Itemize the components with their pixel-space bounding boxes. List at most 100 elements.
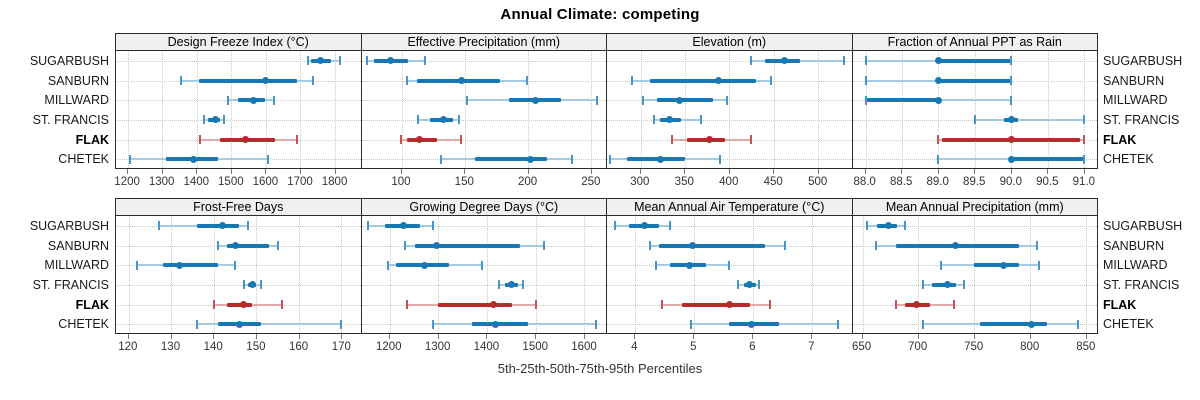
series-median-dot [489,301,497,308]
tick-label: 89.0 [926,176,949,188]
gridline-vertical [389,216,391,333]
tick-mark [255,334,257,339]
tick-label: 300 [630,176,650,188]
gridline-vertical [464,51,466,168]
series-whisker-cap [728,260,731,270]
series-whisker-cap [399,135,402,144]
series-median-dot [934,57,942,65]
series-iqr-line [627,157,685,162]
series-median-dot [492,320,500,328]
gridline-horizontal [361,119,606,121]
series-median-dot [415,136,423,143]
tick-mark [298,334,300,339]
series-whisker-cap [895,300,898,309]
series-whisker-cap [660,300,663,309]
tick-label: 250 [581,176,601,188]
tick-mark [973,334,975,339]
gridline-horizontal [116,119,361,121]
series-whisker-cap [784,241,787,250]
series-median-dot [706,136,714,143]
row-label-right-sanburn: SANBURN [1103,238,1165,253]
series-median-dot [999,261,1007,269]
series-median-dot [241,136,249,143]
series-whisker-cap [522,280,525,290]
series-whisker-cap [757,280,760,290]
tick-mark [196,169,198,174]
gridline-vertical [486,216,488,333]
gridline-horizontal [361,265,606,267]
series-median-dot [531,96,539,104]
series-whisker-cap [226,95,229,105]
series-whisker-cap [481,260,484,270]
tick-label: 500 [808,176,828,188]
tick-mark [388,334,390,339]
row-label-right-chetek: CHETEK [1103,317,1154,332]
series-median-dot [421,261,429,269]
series-whisker-cap [690,319,693,329]
tick-label: 120 [118,341,138,353]
series-whisker-cap [295,135,298,144]
series-whisker-cap [1082,135,1085,144]
tick-mark [901,169,903,174]
series-iqr-line [198,78,297,83]
series-whisker-cap [525,76,528,85]
gridline-vertical [640,51,642,168]
tick-mark [334,169,336,174]
tick-label: 1700 [287,176,313,188]
series-whisker-cap [652,115,655,125]
tick-label: 90.0 [999,176,1022,188]
row-label-right-sugarbush: SUGARBUSH [1103,53,1183,68]
row-label-right-sugarbush: SUGARBUSH [1103,218,1183,233]
tick-label: 5 [690,341,697,353]
series-iqr-line [414,243,520,248]
series-whisker-cap [719,154,722,164]
series-median-dot [1027,320,1035,328]
series-iqr-line [226,243,270,248]
tick-mark [693,334,695,339]
gridline-horizontal [116,284,361,286]
gridline-horizontal [607,225,852,227]
series-whisker-cap [276,241,279,250]
tick-label: 650 [851,341,872,353]
series-iqr-line [656,98,714,103]
gridline-horizontal [361,225,606,227]
series-whisker-cap [1010,76,1013,85]
series-whisker-cap [128,154,131,164]
series-median-dot [240,301,248,308]
tick-mark [917,334,919,339]
series-median-dot [656,155,664,163]
gridline-vertical [128,51,130,168]
tick-label: 6 [749,341,756,353]
tick-mark [817,169,819,174]
series-median-dot [507,281,515,289]
tick-mark [590,169,592,174]
series-median-dot [457,77,465,84]
series-median-dot [746,281,754,289]
tick-mark [535,334,537,339]
row-label-left-sanburn: SANBURN [47,238,109,253]
series-whisker-cap [498,280,501,290]
row-label-right-stfrancis: ST. FRANCIS [1103,277,1180,292]
panel-strip: Mean Annual Precipitation (mm) [851,198,1098,216]
gridline-vertical [974,51,976,168]
series-whisker-cap [273,95,276,105]
gridline-vertical [300,51,302,168]
series-median-dot [386,57,394,65]
tick-mark [299,169,301,174]
gridline-vertical [693,216,695,333]
series-whisker-cap [642,95,645,105]
series-range-line [196,323,342,326]
tick-label: 7 [808,341,815,353]
gridline-vertical [401,51,403,168]
tick-label: 750 [964,341,984,353]
gridline-vertical [1011,51,1013,168]
tick-label: 89.5 [963,176,986,188]
series-iqr-line [226,302,253,307]
tick-label: 200 [517,176,538,188]
gridline-vertical [1047,51,1049,168]
panel-strip: Effective Precipitation (mm) [360,33,607,51]
tick-mark [1083,169,1085,174]
gridline-vertical [684,51,686,168]
series-median-dot [399,222,407,230]
row-label-right-flak: FLAK [1103,297,1137,312]
